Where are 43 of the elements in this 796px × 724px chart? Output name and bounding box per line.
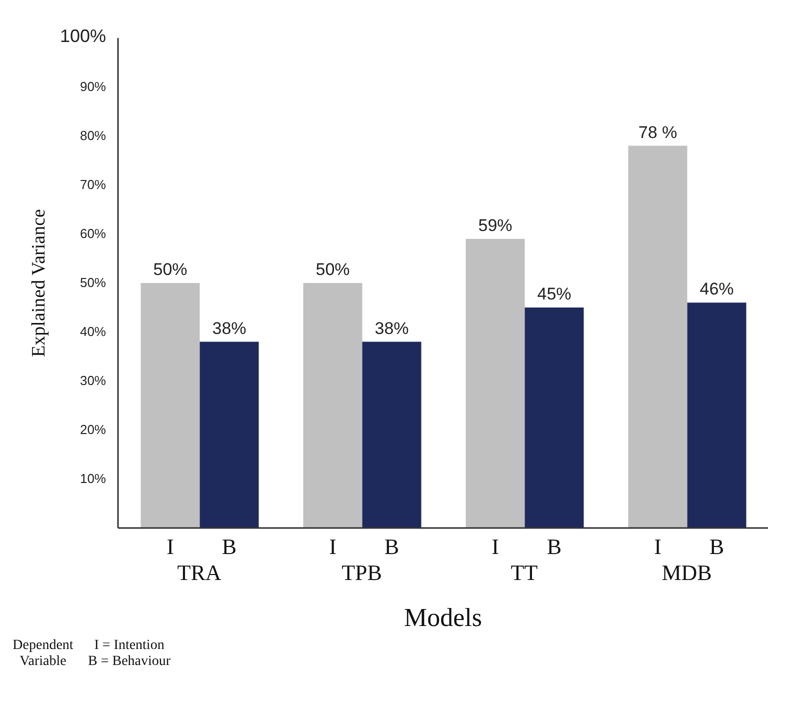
series-label: B <box>222 534 237 559</box>
data-label: 46% <box>700 280 734 299</box>
y-axis-title: Explained Variance <box>28 209 50 357</box>
bar <box>200 342 259 528</box>
x-tick-label: TPB <box>342 560 382 585</box>
data-label: 59% <box>478 216 512 235</box>
data-label: 50% <box>153 260 188 279</box>
y-tick-label: 60% <box>80 226 106 241</box>
x-tick-label: TT <box>510 560 538 585</box>
data-label: 38% <box>374 318 409 338</box>
y-tick-label: 100% <box>60 26 106 46</box>
series-label: I <box>166 534 174 559</box>
y-tick-label: 70% <box>80 177 106 192</box>
x-tick-label: TRA <box>177 560 222 585</box>
y-tick-label: 10% <box>80 471 106 486</box>
text: I <box>492 534 499 559</box>
text: B <box>546 534 562 559</box>
text: B <box>384 534 400 559</box>
y-tick-label: 40% <box>80 324 106 339</box>
x-tick-label: MDB <box>662 560 712 585</box>
data-label: 45% <box>537 284 572 304</box>
bar <box>687 302 746 528</box>
data-label: 38% <box>212 318 246 338</box>
bar <box>524 308 584 528</box>
y-tick-label: 50% <box>80 275 106 290</box>
x-axis-title: Models <box>404 603 482 632</box>
bar <box>362 342 422 528</box>
text: Dependent Variable <box>12 638 74 670</box>
text: I = Intention <box>93 638 166 654</box>
text: I <box>329 534 336 559</box>
bar <box>628 146 688 528</box>
data-label: 78 % <box>638 122 678 142</box>
text: I <box>654 534 662 559</box>
bar <box>140 283 200 528</box>
y-tick-label: 30% <box>80 373 106 388</box>
text: B = Behaviour <box>88 654 171 670</box>
bar <box>466 238 525 528</box>
y-tick-label: 80% <box>80 128 106 143</box>
text: B <box>709 534 724 559</box>
y-tick-label: 20% <box>80 422 106 437</box>
bar <box>303 283 362 528</box>
data-label: 50% <box>316 260 350 279</box>
y-tick-label: 90% <box>80 79 106 94</box>
